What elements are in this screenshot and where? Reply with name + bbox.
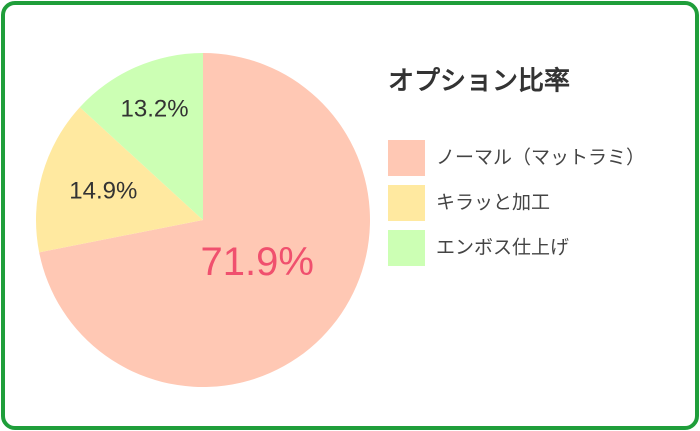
pie-slice — [39, 53, 370, 387]
data-label: 71.9% — [200, 240, 313, 284]
legend-swatch — [388, 230, 425, 266]
chart-title: オプション比率 — [388, 66, 570, 97]
legend-label: エンボス仕上げ — [436, 237, 569, 259]
pie-slice — [35, 107, 203, 253]
legend-swatch — [388, 140, 425, 176]
legend-label: キラッと加工 — [436, 192, 550, 214]
data-label: 13.2% — [121, 95, 189, 122]
legend-swatch — [388, 185, 425, 221]
pie-slice — [79, 53, 203, 220]
data-label: 14.9% — [69, 177, 137, 204]
legend-label: ノーマル（マットラミ） — [436, 147, 645, 169]
